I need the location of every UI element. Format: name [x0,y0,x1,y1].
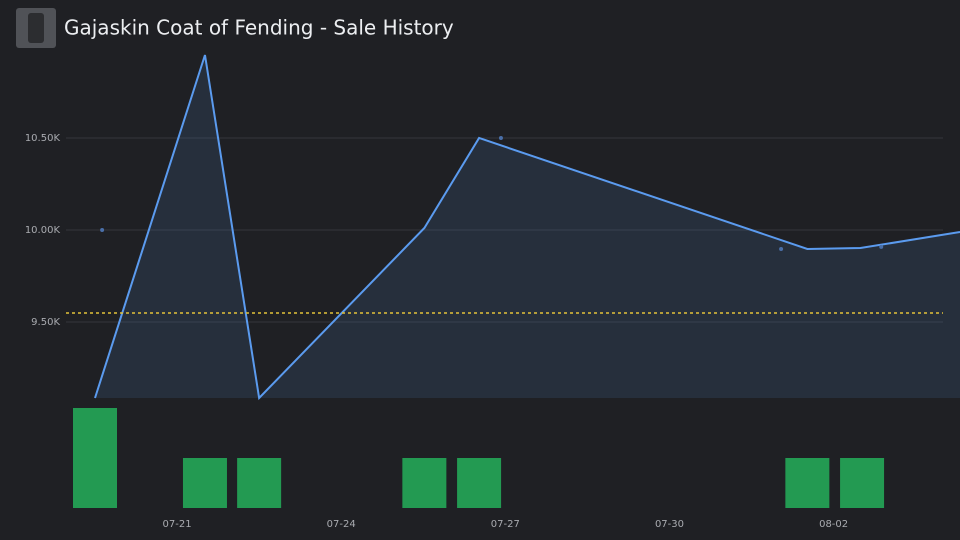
x-tick-label: 07-27 [491,519,520,530]
y-tick-label: 9.50K [31,317,60,328]
price-area [94,55,960,398]
x-tick-label: 07-24 [327,519,356,530]
volume-bar [457,458,502,508]
x-tick-label: 07-30 [655,519,684,530]
volume-bar [237,458,282,508]
volume-bar [72,408,117,508]
sale-point [779,246,784,251]
volume-bar [402,458,447,508]
chart-title: Gajaskin Coat of Fending - Sale History [64,16,454,40]
y-tick-label: 10.00K [25,225,61,236]
volume-bar [182,458,227,508]
sale-point [498,135,503,140]
y-tick-label: 10.50K [25,133,61,144]
x-tick-label: 08-02 [819,519,848,530]
sale-point [100,227,105,232]
volume-bar [840,458,885,508]
sale-point [879,244,884,249]
volume-bar [785,458,830,508]
item-icon-figure [28,13,44,43]
x-tick-label: 07-21 [163,519,192,530]
price-line [94,54,960,401]
